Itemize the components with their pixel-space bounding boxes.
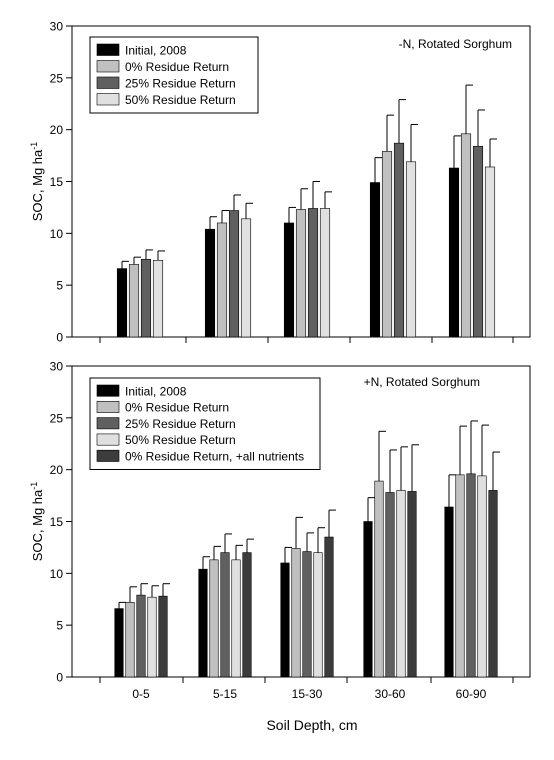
bar [216,222,228,338]
legend-swatch [96,43,120,56]
category-label: 30-60 [375,687,406,701]
category-label: 60-90 [456,687,487,701]
bar [455,474,465,678]
bar [283,222,295,338]
bar [152,259,164,338]
y-tick-label-top: 5 [56,279,63,293]
y-axis-label-top: SOC, Mg ha-1 [29,142,45,222]
legend-swatch [96,433,120,446]
bar [158,595,168,678]
bar [209,559,219,678]
panel-top-minus-n: 0 5 10 15 20 25 30 SOC, Mg ha-1 Initial, 2008 0% … [29,20,531,345]
legend-swatch [96,400,120,413]
y-tick-label-top: 30 [50,20,64,34]
legend-label: 50% Residue Return [125,433,236,447]
bar [466,473,476,678]
bar [324,536,334,678]
panel-annotation-bottom: +N, Rotated Sorghum [364,375,480,389]
bar [363,521,373,678]
y-tick-label-bottom: 0 [56,671,63,685]
y-tick-label-top: 20 [50,123,64,137]
bar [319,208,331,338]
bar [484,166,496,338]
y-axis-label-bottom: SOC, Mg ha-1 [29,482,45,562]
legend-label: 0% Residue Return, +all nutrients [125,450,304,464]
bar [385,492,395,678]
bar [114,608,124,678]
bar [295,209,307,338]
bar [472,145,484,338]
x-axis-label: Soil Depth, cm [266,717,357,733]
bar [128,264,140,338]
legend-label: Initial, 2008 [125,384,187,398]
legend-swatch [96,449,120,462]
legend-label: 25% Residue Return [125,77,236,91]
bar [444,506,454,678]
legend-swatch [96,417,120,430]
legend-box-bottom [89,377,321,470]
category-label: 15-30 [292,687,323,701]
legend-label: 50% Residue Return [125,93,236,107]
legend-swatch [96,93,120,106]
bar [136,594,146,678]
bar [488,490,498,678]
category-label: 5-15 [213,687,237,701]
bar [396,490,406,678]
y-tick-label-bottom: 15 [50,515,64,529]
bar [242,552,252,678]
bar [140,258,152,338]
y-tick-label-bottom: 5 [56,619,63,633]
y-tick-label-bottom: 20 [50,463,64,477]
panel-bottom-plus-n: 0 5 10 15 20 25 30 SOC, Mg ha-1 0-5 5-15 15-30 30-6… [29,360,531,701]
y-tick-label-bottom: 10 [50,567,64,581]
legend-label: 0% Residue Return [125,401,229,415]
bar [125,602,135,678]
legend-label: 0% Residue Return [125,60,229,74]
bar [220,552,230,678]
bar [228,210,240,338]
bar [448,167,460,338]
legend-swatch [96,384,120,397]
bar [147,596,157,678]
bar [374,480,384,678]
bar [280,562,290,678]
bar [307,208,319,338]
bar [240,218,252,338]
bar [460,133,472,338]
bar [405,161,417,338]
legend-swatch [96,60,120,73]
category-label: 0-5 [132,687,150,701]
legend-label: 25% Residue Return [125,417,236,431]
legend-label: Initial, 2008 [125,44,187,58]
bar [204,228,216,338]
y-tick-label-bottom: 25 [50,411,64,425]
y-tick-label-top: 10 [50,227,64,241]
panel-annotation-top: -N, Rotated Sorghum [399,37,512,51]
bar [116,268,128,338]
bar [477,475,487,678]
bar [393,142,405,338]
bar [302,551,312,678]
bar [198,568,208,678]
bar [313,552,323,678]
bar [369,182,381,338]
y-tick-label-bottom: 30 [50,360,64,374]
legend-swatch [96,76,120,89]
bar [407,491,417,678]
bar [381,151,393,338]
y-tick-label-top: 25 [50,71,64,85]
bar [231,559,241,678]
bar [291,548,301,678]
y-tick-label-top: 15 [50,175,64,189]
y-tick-label-top: 0 [56,331,63,345]
